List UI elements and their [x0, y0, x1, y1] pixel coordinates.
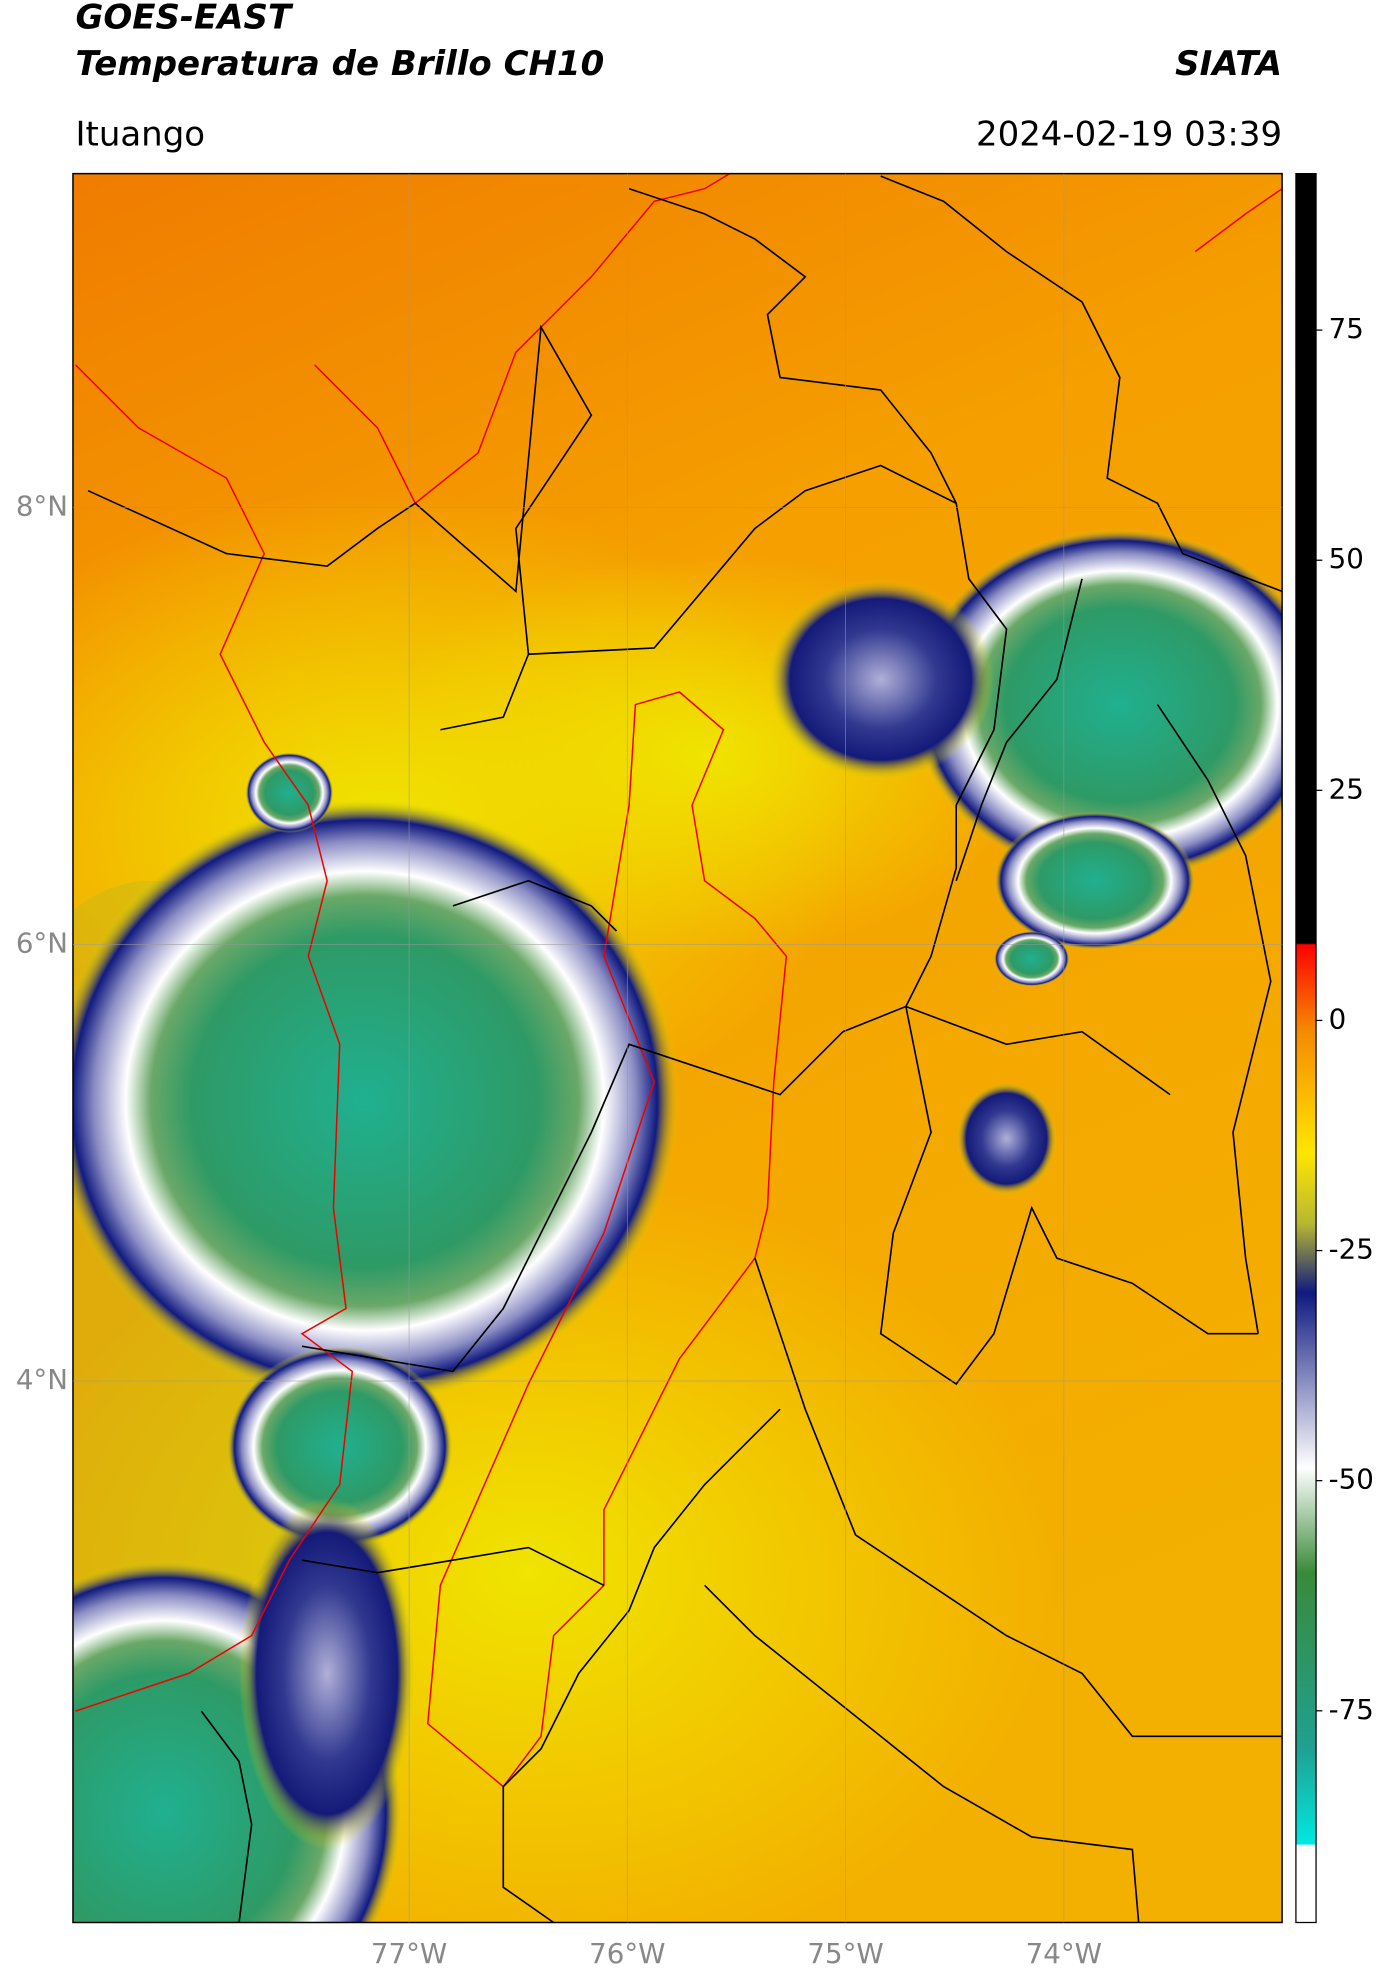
colorbar-tick-label: -50 — [1329, 1463, 1374, 1496]
colorbar-tick-label: 0 — [1329, 1002, 1347, 1035]
lat-label: 4°N — [16, 1363, 68, 1396]
colorbar-tick-label: -25 — [1329, 1233, 1374, 1266]
lon-label: 74°W — [1026, 1937, 1102, 1970]
map-frame — [72, 172, 1283, 1924]
colorbar — [1295, 172, 1317, 1924]
colorbar-tick-label: 50 — [1329, 542, 1364, 575]
colorbar-tick-label: 75 — [1329, 312, 1364, 345]
colorbar-tick-label: 25 — [1329, 772, 1364, 805]
source: SIATA — [1175, 44, 1282, 84]
title: GOES-EAST — [75, 0, 293, 37]
satellite-image — [72, 173, 1283, 1923]
lon-label: 76°W — [589, 1937, 665, 1970]
lat-label: 6°N — [16, 926, 68, 959]
lon-label: 75°W — [807, 1937, 883, 1970]
lat-label: 8°N — [16, 490, 68, 523]
location: Ituango — [75, 114, 205, 154]
lon-label: 77°W — [371, 1937, 447, 1970]
timestamp: 2024-02-19 03:39 — [976, 114, 1282, 154]
colorbar-tick-label: -75 — [1329, 1693, 1374, 1726]
subtitle: Temperatura de Brillo CH10 — [75, 44, 604, 84]
